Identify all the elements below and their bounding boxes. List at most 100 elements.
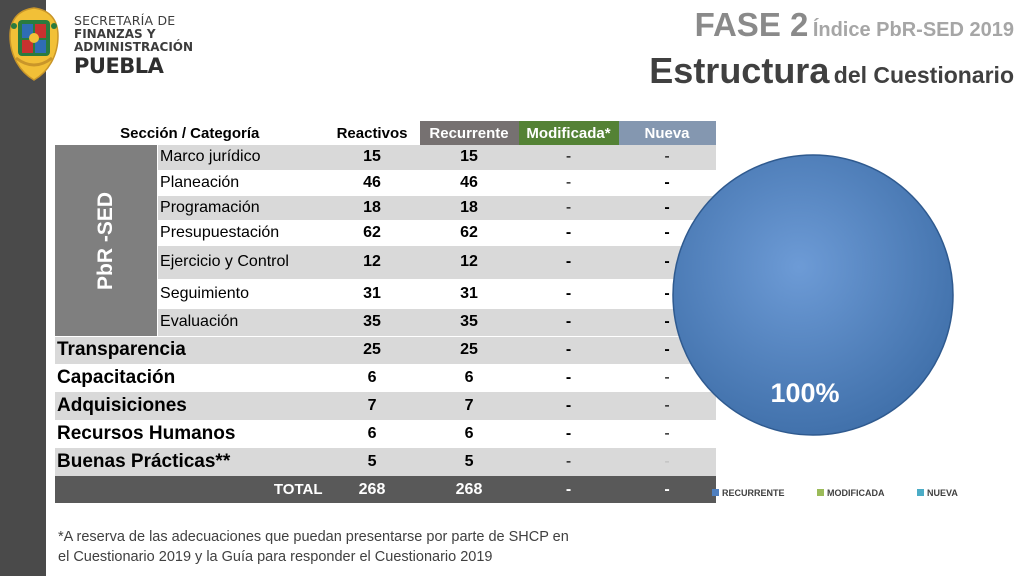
footnote: *A reserva de las adecuaciones que pueda… [58,527,569,567]
cell-reactivos: 7 [324,392,420,420]
title-phase: FASE 2 [694,6,809,43]
row-name: Programación [157,195,325,221]
cell-reactivos: 31 [324,279,420,309]
cell-recurrente: 5 [419,448,519,476]
header-modificada: Modificada* [518,121,619,145]
cell-nueva: - [618,448,716,476]
slide-title-line-1: FASE 2 Índice PbR-SED 2019 [695,6,1014,44]
table-row: PbR -SED Marco jurídico 15 15 - - [55,145,716,336]
table-row: Programación 18 18 - - [55,195,716,221]
cell-modificada: - [518,392,619,420]
row-name: Buenas Prácticas** [55,448,325,476]
header-section: Sección / Categoría [55,121,325,145]
cell-modificada: - [518,145,619,171]
title-questionnaire: del Cuestionario [833,62,1014,88]
puebla-coat-of-arms-logo [9,7,59,81]
legend-item-modificada: MODIFICADA [817,488,885,498]
cell-modificada: - [518,364,619,392]
header-nueva: Nueva [618,121,716,145]
cell-reactivos: 15 [324,145,420,171]
table-row: Adquisiciones 7 7 - - [55,392,716,420]
cell-recurrente: 62 [419,220,519,246]
cell-nueva: - [618,170,716,196]
cell-modificada: - [518,245,619,280]
total-reactivos: 268 [324,476,420,503]
questionnaire-structure-table: Sección / Categoría Reactivos Recurrente… [55,121,716,503]
row-name: Ejercicio y Control [157,245,325,280]
slide-title-line-2: Estructura del Cuestionario [649,50,1014,92]
cell-reactivos: 25 [324,336,420,364]
cell-recurrente: 6 [419,420,519,448]
cell-reactivos: 6 [324,364,420,392]
total-nueva: - [618,476,716,503]
cell-reactivos: 35 [324,308,420,337]
logo-line-2: FINANZAS Y [74,27,156,41]
row-name: Transparencia [55,336,325,364]
cell-nueva: - [618,420,716,448]
footnote-line-1: *A reserva de las adecuaciones que pueda… [58,529,569,545]
total-label: TOTAL [55,476,325,503]
legend-swatch-nueva [917,489,925,496]
total-recurrente: 268 [419,476,519,503]
cell-reactivos: 12 [324,245,420,280]
cell-recurrente: 46 [419,170,519,196]
row-name: Seguimiento [157,279,325,309]
chart-legend: RECURRENTE MODIFICADA NUEVA [712,488,988,498]
cell-reactivos: 46 [324,170,420,196]
legend-item-nueva: NUEVA [917,488,958,498]
logo-line-1: SECRETARÍA DE [74,13,176,28]
cell-recurrente: 6 [419,364,519,392]
legend-label: RECURRENTE [722,488,785,498]
cell-modificada: - [518,336,619,364]
pie-chart: 100% [672,154,954,436]
legend-item-recurrente: RECURRENTE [712,488,785,498]
legend-label: MODIFICADA [827,488,885,498]
cell-recurrente: 12 [419,245,519,280]
cell-recurrente: 31 [419,279,519,309]
cell-recurrente: 15 [419,145,519,171]
footnote-line-2: el Cuestionario 2019 y la Guía para resp… [58,549,493,565]
table-row: Buenas Prácticas** 5 5 - - [55,448,716,476]
cell-reactivos: 5 [324,448,420,476]
legend-label: NUEVA [927,488,958,498]
header-reactivos: Reactivos [324,121,420,145]
legend-swatch-modificada [817,489,825,496]
header-recurrente: Recurrente [419,121,519,145]
left-sidebar-bar [0,0,46,576]
cell-recurrente: 25 [419,336,519,364]
table-total-row: TOTAL 268 268 - - [55,476,716,503]
table-row: Recursos Humanos 6 6 - - [55,420,716,448]
cell-recurrente: 7 [419,392,519,420]
cell-modificada: - [518,195,619,221]
cell-nueva: - [618,392,716,420]
title-structure: Estructura [649,50,830,91]
logo-line-4: PUEBLA [74,54,164,78]
cell-reactivos: 62 [324,220,420,246]
row-name: Planeación [157,170,325,196]
cell-recurrente: 18 [419,195,519,221]
table-row: Transparencia 25 25 - - [55,336,716,364]
table-header-row: Sección / Categoría Reactivos Recurrente… [55,121,716,145]
row-name: Capacitación [55,364,325,392]
cell-modificada: - [518,220,619,246]
pie-data-label: 100% [770,378,839,408]
cell-modificada: - [518,448,619,476]
cell-modificada: - [518,308,619,337]
cell-reactivos: 18 [324,195,420,221]
cell-modificada: - [518,170,619,196]
row-name: Marco jurídico [157,145,325,171]
row-name: Recursos Humanos [55,420,325,448]
legend-swatch-recurrente [712,489,719,496]
cell-modificada: - [518,279,619,309]
table-row: Capacitación 6 6 - - [55,364,716,392]
table-row: Planeación 46 46 - - [55,170,716,196]
cell-modificada: - [518,420,619,448]
cell-nueva: - [618,145,716,171]
total-modificada: - [518,476,619,503]
cell-reactivos: 6 [324,420,420,448]
cell-recurrente: 35 [419,308,519,337]
group-label-pbr-sed: PbR -SED [55,145,159,336]
row-name: Evaluación [157,308,325,337]
logo-wordmark: SECRETARÍA DE FINANZAS Y ADMINISTRACIÓN … [74,13,194,79]
logo-line-3: ADMINISTRACIÓN [74,40,194,54]
